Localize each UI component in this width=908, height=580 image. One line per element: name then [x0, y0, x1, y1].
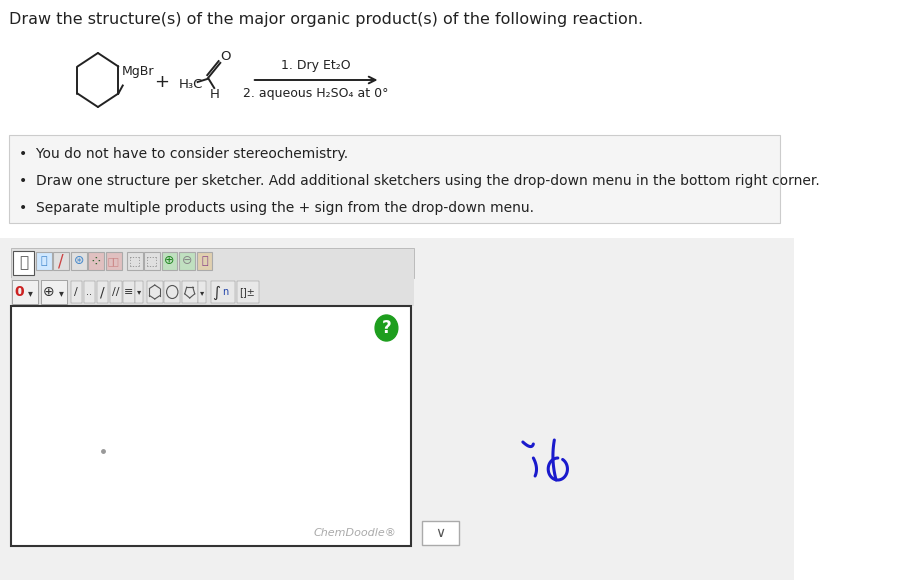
Text: H: H	[210, 89, 220, 101]
Text: MgBr: MgBr	[122, 64, 154, 78]
Text: ∨: ∨	[436, 526, 446, 540]
Bar	[198, 281, 206, 303]
Circle shape	[375, 315, 398, 341]
Text: //: //	[112, 287, 119, 297]
Text: H₃C: H₃C	[179, 78, 203, 90]
Text: Draw the structure(s) of the major organic product(s) of the following reaction.: Draw the structure(s) of the major organ…	[9, 12, 643, 27]
Bar	[88, 252, 104, 270]
Text: ChemDoodle®: ChemDoodle®	[313, 528, 396, 538]
Bar	[147, 281, 163, 303]
Bar	[71, 281, 83, 303]
Bar	[127, 252, 143, 270]
Bar	[12, 248, 413, 278]
Text: 🗋: 🗋	[40, 256, 47, 266]
Bar	[144, 252, 160, 270]
Text: ▾: ▾	[137, 288, 141, 296]
Text: ⊕: ⊕	[164, 255, 175, 267]
Text: ▾: ▾	[59, 288, 64, 298]
Text: •  Draw one structure per sketcher. Add additional sketchers using the drop-down: • Draw one structure per sketcher. Add a…	[19, 174, 820, 188]
Bar	[164, 281, 180, 303]
Text: +: +	[154, 73, 169, 91]
Text: 0: 0	[15, 285, 24, 299]
Text: ⬚: ⬚	[146, 255, 158, 267]
Text: /: /	[100, 285, 104, 299]
Text: ⌒⌒: ⌒⌒	[108, 256, 120, 266]
Bar	[12, 278, 413, 306]
Bar	[54, 252, 69, 270]
Bar	[97, 281, 108, 303]
Text: ≡: ≡	[123, 287, 133, 297]
Text: ⊖: ⊖	[182, 255, 192, 267]
Text: ∫: ∫	[212, 285, 220, 299]
Text: ⊕: ⊕	[44, 285, 54, 299]
Bar	[12, 306, 411, 546]
Bar	[134, 281, 143, 303]
Bar	[35, 252, 52, 270]
Bar	[110, 281, 122, 303]
Text: ▾: ▾	[200, 288, 204, 298]
Text: ✋: ✋	[19, 256, 28, 270]
Bar	[0, 238, 794, 580]
Bar	[422, 521, 459, 545]
Text: ▾: ▾	[28, 288, 33, 298]
Text: ⊛: ⊛	[74, 255, 84, 267]
Bar	[71, 252, 86, 270]
Bar	[106, 252, 122, 270]
Text: •  Separate multiple products using the + sign from the drop-down menu.: • Separate multiple products using the +…	[19, 201, 534, 215]
Bar	[12, 280, 38, 304]
Bar	[182, 281, 198, 303]
Text: []±: []±	[240, 287, 255, 297]
Bar	[237, 281, 259, 303]
Bar	[197, 252, 212, 270]
Text: 1. Dry Et₂O: 1. Dry Et₂O	[281, 59, 350, 71]
Bar	[162, 252, 177, 270]
Text: ⁘: ⁘	[90, 253, 103, 269]
Text: ?: ?	[381, 319, 391, 337]
Text: O: O	[221, 49, 231, 63]
Text: ⬚: ⬚	[129, 255, 141, 267]
Bar	[13, 251, 35, 275]
Bar	[9, 135, 780, 223]
Bar	[41, 280, 67, 304]
Text: /: /	[58, 252, 64, 270]
Text: 2. aqueous H₂SO₄ at 0°: 2. aqueous H₂SO₄ at 0°	[243, 86, 389, 100]
Bar	[84, 281, 95, 303]
Text: /: /	[74, 287, 78, 297]
Bar	[211, 281, 235, 303]
Text: •  You do not have to consider stereochemistry.: • You do not have to consider stereochem…	[19, 147, 349, 161]
Bar	[123, 281, 134, 303]
Text: n: n	[222, 287, 229, 297]
Bar	[179, 252, 195, 270]
Text: ..: ..	[86, 287, 93, 297]
Text: 🎨: 🎨	[202, 256, 208, 266]
